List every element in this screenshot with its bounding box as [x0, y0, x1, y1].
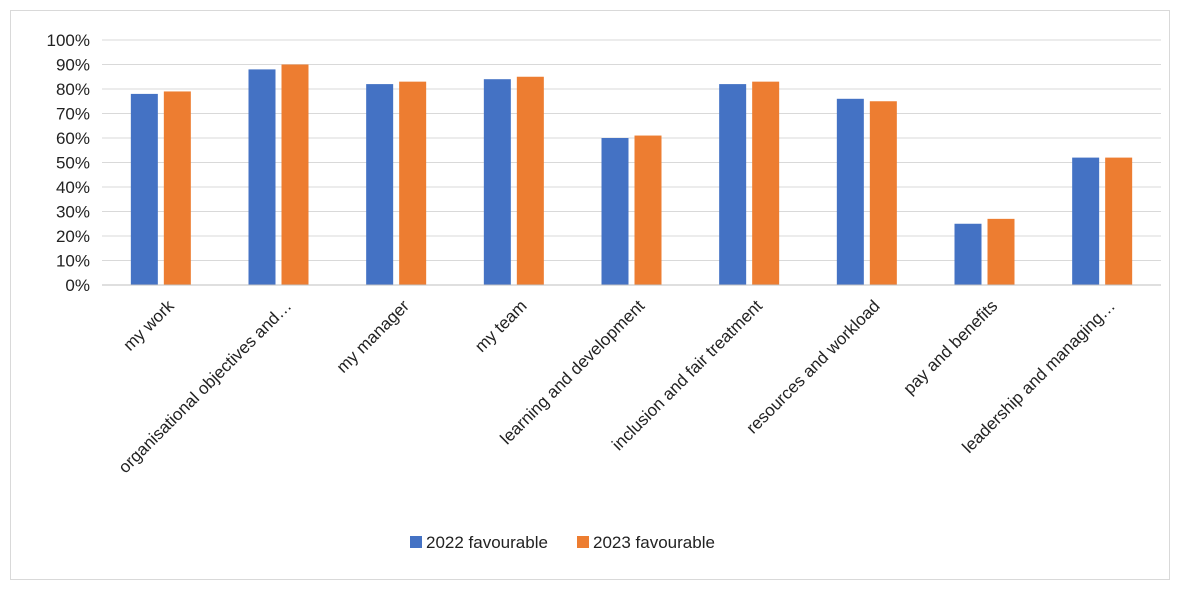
bar-2022 — [1072, 157, 1100, 285]
bars — [130, 64, 1133, 286]
legend-swatch — [410, 536, 422, 548]
bar-2023 — [281, 64, 309, 285]
bar-2022 — [601, 138, 629, 285]
y-tick-label: 20% — [56, 227, 90, 246]
y-axis-ticks: 0% 10% 20% 30% 40% 50% 60% 70% 80% 90% 100% — [47, 31, 90, 295]
y-tick-label: 80% — [56, 80, 90, 99]
legend: 2022 favourable 2023 favourable — [410, 533, 715, 552]
bar-2022 — [130, 93, 158, 286]
y-tick-label: 60% — [56, 129, 90, 148]
y-tick-label: 30% — [56, 203, 90, 222]
y-tick-label: 70% — [56, 105, 90, 124]
bar-2023 — [987, 218, 1015, 285]
bar-chart: 0% 10% 20% 30% 40% 50% 60% 70% 80% 90% 100% my wor… — [47, 31, 1161, 552]
bar-2023 — [399, 81, 427, 286]
x-category-label: my work — [119, 296, 178, 355]
x-category-label: pay and benefits — [900, 296, 1002, 398]
x-category-label: my team — [471, 296, 531, 356]
bar-2023 — [752, 81, 780, 286]
y-tick-label: 90% — [56, 56, 90, 75]
y-tick-label: 100% — [47, 31, 90, 50]
bar-2023 — [163, 91, 191, 285]
y-tick-label: 0% — [65, 276, 90, 295]
bar-2022 — [483, 79, 511, 285]
y-tick-label: 50% — [56, 154, 90, 173]
bar-2022 — [719, 84, 747, 285]
bar-2022 — [366, 84, 394, 285]
bar-2023 — [516, 76, 544, 285]
bar-2023 — [634, 135, 662, 285]
chart-frame: 0% 10% 20% 30% 40% 50% 60% 70% 80% 90% 100% my wor… — [10, 10, 1170, 580]
legend-label: 2022 favourable — [426, 533, 548, 552]
bar-2023 — [1105, 157, 1133, 285]
legend-label: 2023 favourable — [593, 533, 715, 552]
y-tick-label: 10% — [56, 252, 90, 271]
bar-2023 — [869, 101, 897, 285]
legend-swatch — [577, 536, 589, 548]
gridlines — [102, 39, 1161, 261]
bar-2022 — [248, 69, 276, 286]
bar-2022 — [954, 223, 982, 285]
x-category-label: my manager — [333, 296, 413, 376]
y-tick-label: 40% — [56, 178, 90, 197]
x-category-label: resources and workload — [743, 296, 884, 437]
bar-2022 — [836, 98, 864, 285]
